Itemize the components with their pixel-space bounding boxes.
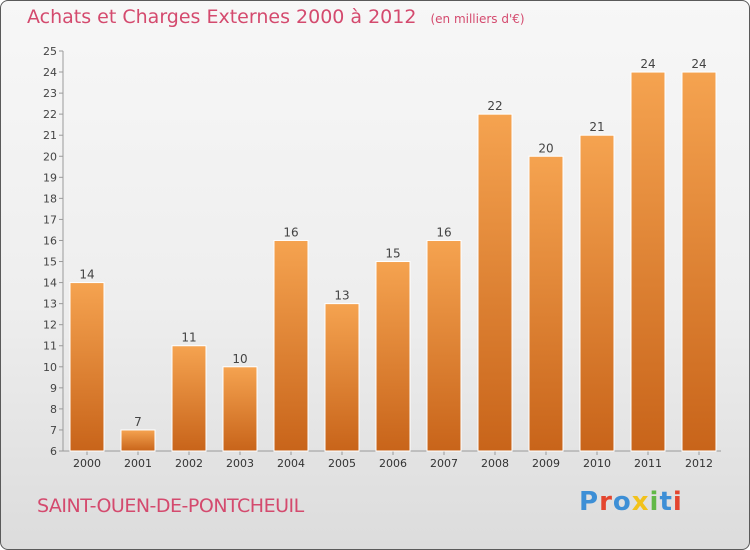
y-tick-label: 6 <box>50 445 57 458</box>
y-tick-label: 14 <box>43 277 57 290</box>
x-tick-label: 2006 <box>379 457 407 470</box>
bar-value-label: 15 <box>385 247 400 261</box>
y-tick-label: 21 <box>43 129 57 142</box>
bar-value-label: 24 <box>691 57 706 71</box>
y-tick-label: 8 <box>50 403 57 416</box>
y-tick-label: 19 <box>43 171 57 184</box>
proxiti-logo: Proxiti <box>579 487 683 517</box>
y-tick-label: 23 <box>43 87 57 100</box>
x-tick-label: 2011 <box>634 457 662 470</box>
bar-2007 <box>426 239 462 452</box>
bar-value-label: 21 <box>589 120 604 134</box>
location-name: SAINT-OUEN-DE-PONTCHEUIL <box>37 495 304 517</box>
bar-value-label: 20 <box>538 141 553 155</box>
y-tick-label: 17 <box>43 213 57 226</box>
bar-value-label: 10 <box>232 352 247 366</box>
logo-letter: x <box>631 487 650 517</box>
bar-value-label: 14 <box>79 268 94 282</box>
logo-letter: o <box>612 487 632 517</box>
y-tick-label: 16 <box>43 234 57 247</box>
y-tick-label: 11 <box>43 340 57 353</box>
chart-title: Achats et Charges Externes 2000 à 2012 (e… <box>27 6 525 28</box>
logo-letter: i <box>649 487 660 517</box>
bar-value-label: 22 <box>487 99 502 113</box>
bar-2006 <box>375 261 411 452</box>
x-tick-label: 2001 <box>124 457 152 470</box>
bar-value-label: 16 <box>283 225 298 239</box>
y-tick-label: 12 <box>43 319 57 332</box>
bar-2009 <box>528 155 564 452</box>
y-tick-label: 24 <box>43 66 57 79</box>
bar-2004 <box>273 239 309 452</box>
y-tick-label: 25 <box>43 45 57 58</box>
x-tick-label: 2004 <box>277 457 305 470</box>
bar-value-label: 24 <box>640 57 655 71</box>
x-tick-label: 2007 <box>430 457 458 470</box>
bar-2010 <box>579 134 615 452</box>
x-tick-label: 2012 <box>685 457 713 470</box>
x-tick-label: 2002 <box>175 457 203 470</box>
bar-2000 <box>69 282 105 452</box>
bar-value-label: 7 <box>134 415 142 429</box>
bar-2011 <box>630 71 666 452</box>
bar-2012 <box>681 71 717 452</box>
bar-value-label: 11 <box>181 331 196 345</box>
x-tick-label: 2008 <box>481 457 509 470</box>
y-tick-label: 10 <box>43 361 57 374</box>
logo-letter: P <box>579 487 600 517</box>
bar-value-label: 16 <box>436 225 451 239</box>
bar-2002 <box>171 345 207 452</box>
x-tick-label: 2005 <box>328 457 356 470</box>
y-tick-label: 13 <box>43 298 57 311</box>
logo-letter: t <box>659 487 673 517</box>
chart-title-text: Achats et Charges Externes 2000 à 2012 <box>27 6 417 28</box>
y-tick-label: 9 <box>50 382 57 395</box>
value-labels: 14 7 11 10 16 13 15 16 22 20 21 24 24 <box>79 57 706 429</box>
y-tick-label: 7 <box>50 424 57 437</box>
bar-2001 <box>120 429 156 452</box>
bars <box>69 71 717 452</box>
y-tick-label: 22 <box>43 108 57 121</box>
bar-2005 <box>324 303 360 452</box>
y-tick-label: 18 <box>43 192 57 205</box>
logo-letter: r <box>599 487 613 517</box>
x-tick-label: 2009 <box>532 457 560 470</box>
y-tick-label: 20 <box>43 150 57 163</box>
chart-subtitle: (en milliers d'€) <box>430 12 525 26</box>
logo-letter: i <box>672 487 683 517</box>
bar-value-label: 13 <box>334 289 349 303</box>
x-tick-label: 2003 <box>226 457 254 470</box>
x-tick-label: 2010 <box>583 457 611 470</box>
x-tick-label: 2000 <box>73 457 101 470</box>
y-tick-label: 15 <box>43 256 57 269</box>
bar-2008 <box>477 113 513 452</box>
bar-2003 <box>222 366 258 452</box>
